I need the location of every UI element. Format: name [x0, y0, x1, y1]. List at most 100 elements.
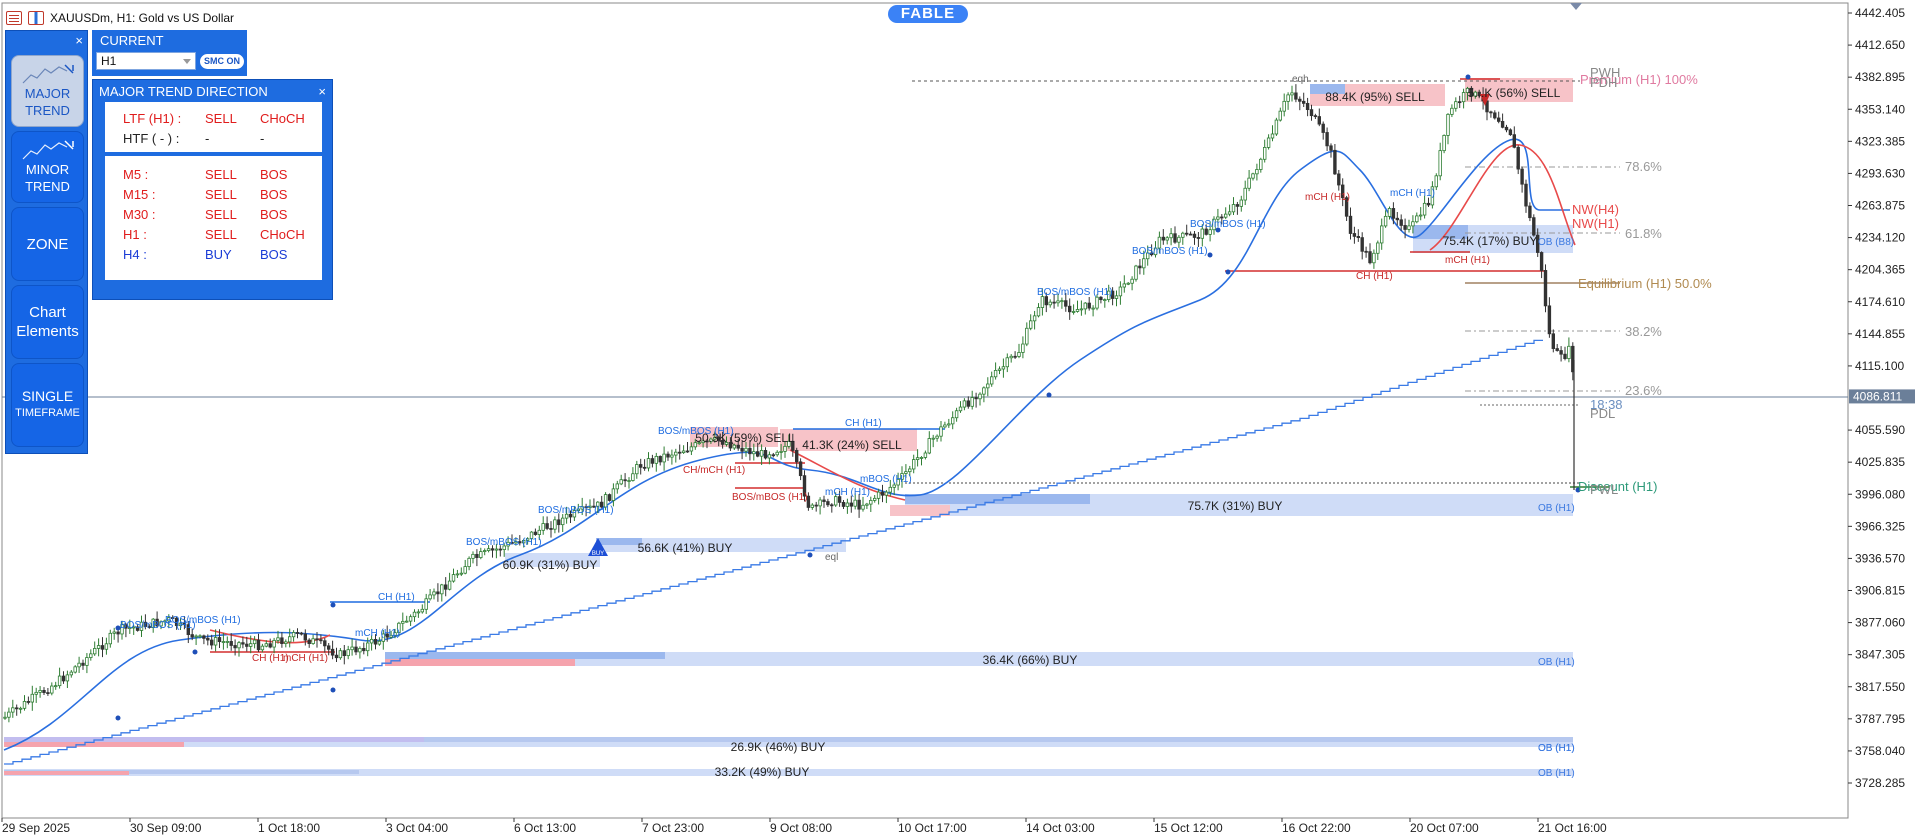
- chart-type-icon[interactable]: [28, 11, 44, 25]
- trend-row-m15: M15 : SELL BOS: [105, 187, 322, 205]
- candle-body: [935, 435, 939, 439]
- major-trend-direction-panel: MAJOR TREND DIRECTION × LTF (H1) : SELL …: [92, 79, 333, 300]
- zone-button[interactable]: ZONE: [11, 207, 84, 281]
- zone-volume-label: 75.7K (31%) BUY: [1188, 499, 1283, 513]
- candle-body: [311, 638, 315, 645]
- trend-type: CHoCH: [260, 111, 305, 126]
- candle-body: [65, 674, 70, 682]
- close-icon[interactable]: ×: [318, 84, 326, 99]
- candle-body: [1185, 232, 1189, 235]
- candle-body: [482, 550, 487, 552]
- menu-icon[interactable]: [6, 11, 22, 25]
- candle-body: [927, 438, 931, 454]
- candle-body: [841, 501, 846, 507]
- candle-body: [915, 457, 920, 460]
- structure-label: BOS/mBOS (H1): [1190, 219, 1266, 230]
- candle-body: [30, 693, 34, 703]
- candle-body: [362, 647, 366, 652]
- candle-body: [779, 451, 783, 453]
- candle-body: [756, 451, 760, 457]
- price-axis-label: 4442.405: [1855, 6, 1905, 20]
- price-axis-label: 4115.100: [1855, 359, 1904, 373]
- candle-body: [826, 501, 830, 506]
- symbol-title: XAUUSDm, H1: Gold vs US Dollar: [50, 11, 235, 25]
- fib-label: Discount (H1): [1578, 479, 1657, 494]
- candle-body: [588, 505, 592, 509]
- timeframe-select[interactable]: H1: [96, 52, 196, 70]
- candle-body: [830, 504, 834, 507]
- candle-body: [1528, 205, 1532, 219]
- chart-elements-button[interactable]: Chart Elements: [11, 285, 84, 359]
- candle-body: [518, 541, 522, 544]
- candle-body: [674, 451, 678, 456]
- candle-body: [202, 635, 206, 639]
- candle-body: [229, 641, 233, 646]
- candle-body: [1555, 348, 1559, 351]
- time-axis-label: 29 Sep 2025: [2, 821, 70, 835]
- ob-zone-core: [4, 737, 1573, 742]
- minor-trend-button[interactable]: MINOR TREND: [11, 131, 84, 203]
- single-timeframe-button[interactable]: SINGLE TIMEFRAME: [11, 363, 84, 447]
- candle-body: [705, 440, 709, 443]
- candle-body: [822, 499, 826, 502]
- candle-body: [1149, 252, 1154, 256]
- candle-body: [1329, 145, 1333, 151]
- candle-body: [420, 608, 424, 613]
- candle-body: [475, 553, 479, 558]
- candle-body: [1325, 132, 1329, 147]
- candle-body: [1411, 221, 1415, 227]
- price-axis-label: 4263.875: [1855, 199, 1905, 213]
- candle-body: [1497, 117, 1501, 122]
- candle-body: [326, 645, 331, 650]
- candle-body: [1333, 149, 1337, 175]
- chart-shift-marker: [1570, 3, 1582, 10]
- candle-body: [724, 442, 729, 445]
- minor-trend-label-1: MINOR: [25, 162, 70, 177]
- candle-body: [639, 464, 643, 468]
- zone-volume-label: 88.4K (95%) SELL: [1325, 90, 1425, 104]
- candle-body: [654, 455, 658, 464]
- candle-body: [385, 633, 389, 638]
- candle-body: [245, 643, 249, 647]
- candle-body: [837, 496, 842, 503]
- candle-body: [77, 662, 81, 668]
- candle-body: [1052, 301, 1056, 304]
- level-label: PDL: [1590, 406, 1615, 421]
- candle-body: [759, 450, 764, 457]
- candle-body: [1068, 305, 1072, 313]
- price-axis-label: 4204.365: [1855, 263, 1905, 277]
- trend-tf: M30 :: [123, 207, 156, 222]
- candle-body: [1274, 119, 1279, 135]
- candle-body: [1407, 225, 1411, 230]
- close-icon[interactable]: ×: [75, 33, 83, 48]
- candle-body: [662, 453, 666, 463]
- candle-body: [190, 634, 194, 638]
- candle-body: [116, 631, 120, 635]
- candle-body: [104, 643, 109, 650]
- candle-body: [1208, 229, 1212, 235]
- time-axis-label: 9 Oct 08:00: [770, 821, 832, 835]
- candle-body: [1434, 175, 1438, 188]
- zone-label: ZONE: [26, 235, 69, 253]
- trend-tf: HTF ( - ) :: [123, 131, 180, 146]
- candle-body: [1309, 109, 1314, 117]
- structure-label: mCH (H1): [825, 487, 870, 498]
- candle-body: [744, 447, 748, 452]
- candle-body: [1454, 101, 1458, 109]
- zone-volume-label: 60.9K (31%) BUY: [503, 558, 598, 572]
- time-axis-label: 16 Oct 22:00: [1282, 821, 1351, 835]
- candle-body: [264, 643, 268, 647]
- candle-body: [38, 689, 42, 693]
- trend-row-h1: H1 : SELL CHoCH: [105, 227, 322, 245]
- candle-body: [373, 638, 378, 645]
- smc-toggle-button[interactable]: SMC ON: [200, 54, 244, 69]
- time-axis-label: 1 Oct 18:00: [258, 821, 320, 835]
- major-trend-button[interactable]: MAJOR TREND: [11, 55, 84, 127]
- candle-body: [993, 370, 998, 378]
- candle-body: [767, 454, 772, 459]
- price-axis-label: 3847.305: [1855, 648, 1905, 662]
- price-axis-label: 3758.040: [1855, 744, 1905, 758]
- trend-tf: H1 :: [123, 227, 147, 242]
- candle-body: [631, 473, 635, 481]
